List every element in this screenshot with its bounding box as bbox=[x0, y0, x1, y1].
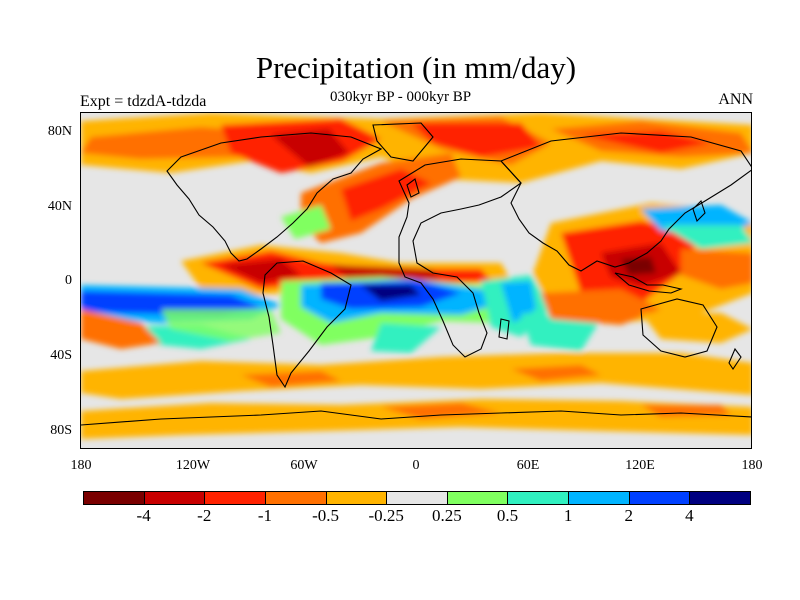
colorbar-swatch bbox=[446, 491, 509, 505]
coast-south-america bbox=[262, 260, 352, 389]
colorbar-tick-label: 1 bbox=[563, 506, 573, 525]
coast-europe-africa bbox=[398, 158, 522, 358]
map-title: Precipitation (in mm/day) bbox=[255, 50, 577, 85]
lat-label-40s: 40S bbox=[50, 348, 72, 363]
colorbar-swatch bbox=[143, 491, 206, 505]
coast-british-isles bbox=[406, 178, 420, 198]
coast-maritime-continent bbox=[614, 272, 683, 294]
colorbar-tick-label: 0.25 bbox=[431, 506, 462, 525]
colorbar-tick-label: -0.25 bbox=[368, 506, 404, 525]
coast-australia bbox=[640, 298, 718, 358]
lon-label-60e: 60E bbox=[516, 458, 540, 473]
lat-label-80n: 80N bbox=[47, 124, 72, 139]
coastlines bbox=[81, 122, 751, 426]
lon-label-120e: 120E bbox=[625, 458, 655, 473]
colorbar-tick-label: -4 bbox=[136, 506, 151, 525]
lon-label-60w: 60W bbox=[290, 458, 318, 473]
coast-greenland bbox=[372, 122, 434, 162]
lon-label-180w: 180 bbox=[70, 458, 92, 473]
coast-japan bbox=[692, 199, 706, 223]
season-label: ANN bbox=[718, 91, 753, 108]
map-canvas bbox=[81, 113, 751, 448]
colorbar-swatch bbox=[204, 491, 266, 505]
coast-north-america bbox=[166, 132, 383, 262]
colorbar bbox=[83, 491, 751, 505]
coast-new-zealand bbox=[728, 347, 742, 370]
map-subtitle: 030kyr BP - 000kyr BP bbox=[330, 89, 472, 105]
colorbar-swatch bbox=[507, 491, 570, 505]
colorbar-tick-label: -2 bbox=[197, 506, 212, 525]
coast-asia bbox=[500, 132, 751, 272]
colorbar-swatch bbox=[386, 491, 448, 505]
colorbar-swatch bbox=[689, 491, 751, 505]
colorbar-swatch bbox=[264, 491, 327, 505]
coast-antarctica bbox=[81, 410, 751, 426]
colorbar-swatch bbox=[628, 491, 691, 505]
experiment-label: Expt = tdzdA-tdzda bbox=[80, 93, 207, 110]
colorbar-tick-label: -0.5 bbox=[312, 506, 339, 525]
lat-label-80s: 80S bbox=[50, 423, 72, 438]
colorbar-tick-label: 0.5 bbox=[496, 506, 519, 525]
colorbar-swatch bbox=[568, 491, 630, 505]
lat-label-40n: 40N bbox=[47, 199, 72, 214]
anomaly-field bbox=[81, 113, 751, 439]
colorbar-tick-label: 2 bbox=[624, 506, 633, 525]
colorbar-tick-label: 4 bbox=[685, 506, 694, 525]
lat-label-0: 0 bbox=[65, 273, 72, 288]
lon-label-120w: 120W bbox=[175, 458, 211, 473]
lon-label-0: 0 bbox=[412, 458, 420, 473]
colorbar-swatch bbox=[325, 491, 388, 505]
colorbar-tick-label: -1 bbox=[257, 506, 272, 525]
coast-madagascar bbox=[498, 318, 510, 340]
lon-label-180e: 180 bbox=[741, 458, 763, 473]
precipitation-map bbox=[80, 112, 752, 449]
colorbar-swatch bbox=[83, 491, 145, 505]
